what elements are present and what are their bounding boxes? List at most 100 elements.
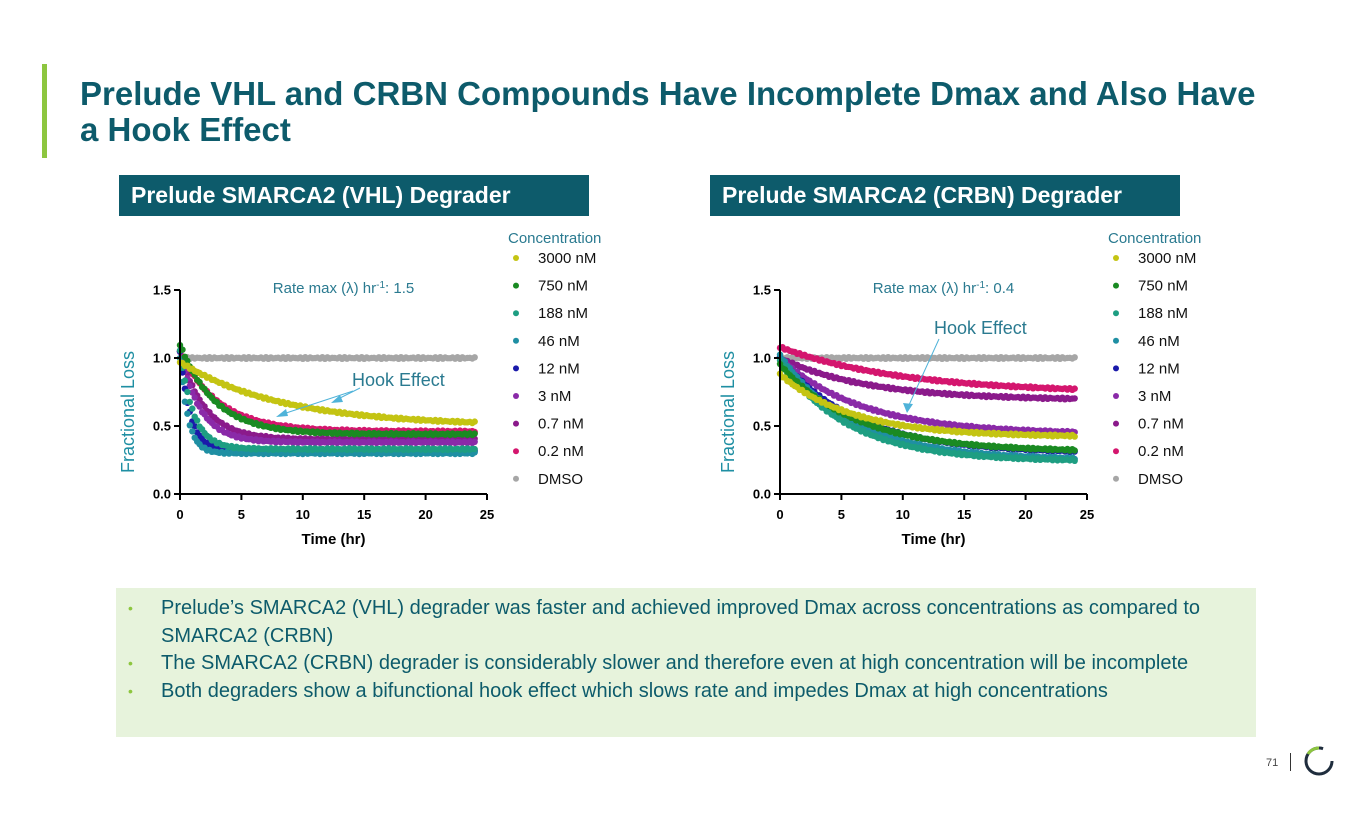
data-point bbox=[184, 357, 191, 365]
legend-marker bbox=[513, 255, 519, 261]
legend-label: 46 nM bbox=[538, 333, 580, 350]
legend-marker bbox=[513, 310, 519, 317]
legend-marker bbox=[1113, 420, 1119, 427]
legend-marker bbox=[513, 282, 519, 289]
data-point bbox=[471, 430, 478, 437]
data-point bbox=[189, 405, 196, 412]
x-tick-label: 10 bbox=[296, 507, 310, 522]
x-tick-label: 5 bbox=[838, 507, 845, 522]
legend-marker bbox=[1113, 365, 1119, 372]
legend-marker bbox=[513, 337, 519, 344]
legend-title: Concentration bbox=[508, 230, 601, 247]
data-point bbox=[1071, 354, 1078, 361]
series-3-nm bbox=[176, 348, 478, 447]
y-axis-label: Fractional Loss bbox=[718, 351, 738, 473]
legend-marker bbox=[1113, 310, 1119, 317]
x-tick-label: 10 bbox=[896, 507, 910, 522]
data-point bbox=[181, 377, 189, 384]
footer-divider bbox=[1290, 753, 1291, 771]
y-tick-label: 0.5 bbox=[153, 419, 171, 434]
data-point bbox=[186, 398, 193, 406]
data-point bbox=[186, 422, 193, 429]
x-tick-label: 25 bbox=[480, 507, 494, 522]
legend-label: 12 nM bbox=[1138, 360, 1180, 377]
data-point bbox=[471, 418, 478, 425]
bullet-icon: • bbox=[128, 600, 133, 616]
data-point bbox=[186, 382, 193, 390]
legend-marker bbox=[513, 365, 519, 372]
legend-label: 0.7 nM bbox=[538, 416, 584, 433]
legend-marker bbox=[1113, 448, 1119, 455]
y-tick-label: 1.0 bbox=[153, 351, 171, 366]
vhl-chart: 0.0 0.5 1.0 1.5 0 5 10 15 20 25 Time (hr) Fractiona… bbox=[118, 230, 601, 548]
crbn-chart: 0.0 0.5 1.0 1.5 0 5 10 15 20 25 Time (hr) Fractiona… bbox=[718, 230, 1201, 548]
series-3-nm bbox=[776, 354, 1078, 436]
legend-marker bbox=[513, 420, 519, 427]
legend-label: 3 nM bbox=[1138, 388, 1171, 405]
legend-label: 750 nM bbox=[538, 278, 588, 295]
hook-effect-label: Hook Effect bbox=[934, 318, 1027, 338]
summary-box: • Prelude’s SMARCA2 (VHL) degrader was fa… bbox=[116, 588, 1256, 737]
bullet-icon: • bbox=[128, 682, 133, 699]
bullet-icon: • bbox=[128, 655, 133, 671]
y-tick-label: 1.5 bbox=[753, 283, 771, 298]
slide-title: Prelude VHL and CRBN Compounds Have Inco… bbox=[80, 75, 1256, 148]
data-point bbox=[471, 354, 478, 361]
data-point bbox=[181, 398, 189, 405]
y-tick-label: 1.0 bbox=[753, 351, 771, 366]
legend-label: 0.7 nM bbox=[1138, 416, 1184, 433]
x-tick-label: 20 bbox=[1018, 507, 1032, 522]
rate-annotation: Rate max (λ) hr-1: 1.5 bbox=[273, 280, 414, 297]
data-point bbox=[184, 388, 191, 396]
legend-marker bbox=[1113, 393, 1119, 399]
y-tick-label: 0.5 bbox=[753, 419, 771, 434]
legend-label: 12 nM bbox=[538, 360, 580, 377]
legend-label: 46 nM bbox=[1138, 333, 1180, 350]
data-point bbox=[184, 410, 191, 417]
legend-marker bbox=[1113, 282, 1119, 289]
hook-arrowhead bbox=[276, 409, 288, 417]
legend-marker bbox=[513, 448, 519, 455]
data-point bbox=[189, 389, 196, 396]
title-accent-bar bbox=[42, 64, 47, 158]
x-tick-label: 5 bbox=[238, 507, 245, 522]
bullet-item: • Prelude’s SMARCA2 (VHL) degrader was fa… bbox=[126, 595, 1246, 650]
legend-label: DMSO bbox=[1138, 471, 1183, 488]
hook-effect-label: Hook Effect bbox=[352, 370, 445, 390]
data-point bbox=[1071, 433, 1078, 440]
bullet-item: • Both degraders show a bifunctional hook… bbox=[126, 678, 1246, 706]
data-point bbox=[1071, 457, 1078, 464]
x-tick-label: 0 bbox=[176, 507, 183, 522]
page-number: 71 bbox=[1266, 757, 1279, 769]
legend-label: 3000 nM bbox=[1138, 250, 1196, 267]
series-3000-nm bbox=[176, 359, 478, 427]
data-point bbox=[196, 378, 203, 386]
bullet-text: Both degraders show a bifunctional hook … bbox=[161, 679, 1108, 702]
rate-annotation: Rate max (λ) hr-1: 0.4 bbox=[873, 280, 1014, 297]
legend-marker bbox=[1113, 255, 1119, 261]
y-tick-label: 1.5 bbox=[153, 283, 171, 298]
series-750-nm bbox=[176, 342, 478, 439]
legend-label: 3000 nM bbox=[538, 250, 596, 267]
legend-label: 3 nM bbox=[538, 388, 571, 405]
legend-marker bbox=[513, 393, 519, 399]
series-0.2-nm bbox=[776, 344, 1078, 393]
data-point bbox=[1071, 447, 1078, 454]
x-axis-label: Time (hr) bbox=[302, 531, 366, 548]
legend-label: 750 nM bbox=[1138, 278, 1188, 295]
legend-label: 188 nM bbox=[538, 305, 588, 322]
crbn-panel-header: Prelude SMARCA2 (CRBN) Degrader bbox=[710, 175, 1180, 216]
data-point bbox=[471, 438, 478, 445]
x-tick-label: 15 bbox=[357, 507, 371, 522]
data-point bbox=[196, 403, 203, 410]
bullet-text: The SMARCA2 (CRBN) degrader is considera… bbox=[161, 652, 1189, 674]
vhl-panel-header: Prelude SMARCA2 (VHL) Degrader bbox=[119, 175, 589, 216]
legend-label: DMSO bbox=[538, 471, 583, 488]
data-point bbox=[191, 394, 198, 401]
x-tick-label: 25 bbox=[1080, 507, 1094, 522]
hook-arrow bbox=[908, 338, 940, 406]
legend-marker bbox=[1113, 475, 1119, 482]
data-point bbox=[471, 445, 478, 453]
series-188-nm bbox=[176, 347, 478, 454]
x-tick-label: 15 bbox=[957, 507, 971, 522]
